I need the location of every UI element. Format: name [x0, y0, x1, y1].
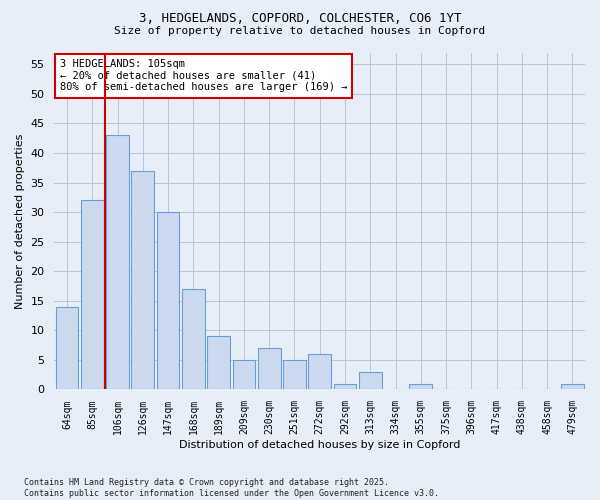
- Bar: [359, 372, 382, 390]
- Text: 3, HEDGELANDS, COPFORD, COLCHESTER, CO6 1YT: 3, HEDGELANDS, COPFORD, COLCHESTER, CO6 …: [139, 12, 461, 26]
- Text: Contains HM Land Registry data © Crown copyright and database right 2025.
Contai: Contains HM Land Registry data © Crown c…: [24, 478, 439, 498]
- Bar: [258, 348, 281, 390]
- Bar: [409, 384, 432, 390]
- Bar: [131, 170, 154, 390]
- Bar: [207, 336, 230, 390]
- Bar: [561, 384, 584, 390]
- Bar: [308, 354, 331, 390]
- Bar: [106, 136, 129, 390]
- Bar: [56, 306, 79, 390]
- Text: Size of property relative to detached houses in Copford: Size of property relative to detached ho…: [115, 26, 485, 36]
- Bar: [182, 289, 205, 390]
- Text: 3 HEDGELANDS: 105sqm
← 20% of detached houses are smaller (41)
80% of semi-detac: 3 HEDGELANDS: 105sqm ← 20% of detached h…: [60, 59, 347, 92]
- Bar: [334, 384, 356, 390]
- Bar: [283, 360, 306, 390]
- Bar: [157, 212, 179, 390]
- Y-axis label: Number of detached properties: Number of detached properties: [15, 134, 25, 308]
- Bar: [233, 360, 255, 390]
- Bar: [81, 200, 104, 390]
- X-axis label: Distribution of detached houses by size in Copford: Distribution of detached houses by size …: [179, 440, 460, 450]
